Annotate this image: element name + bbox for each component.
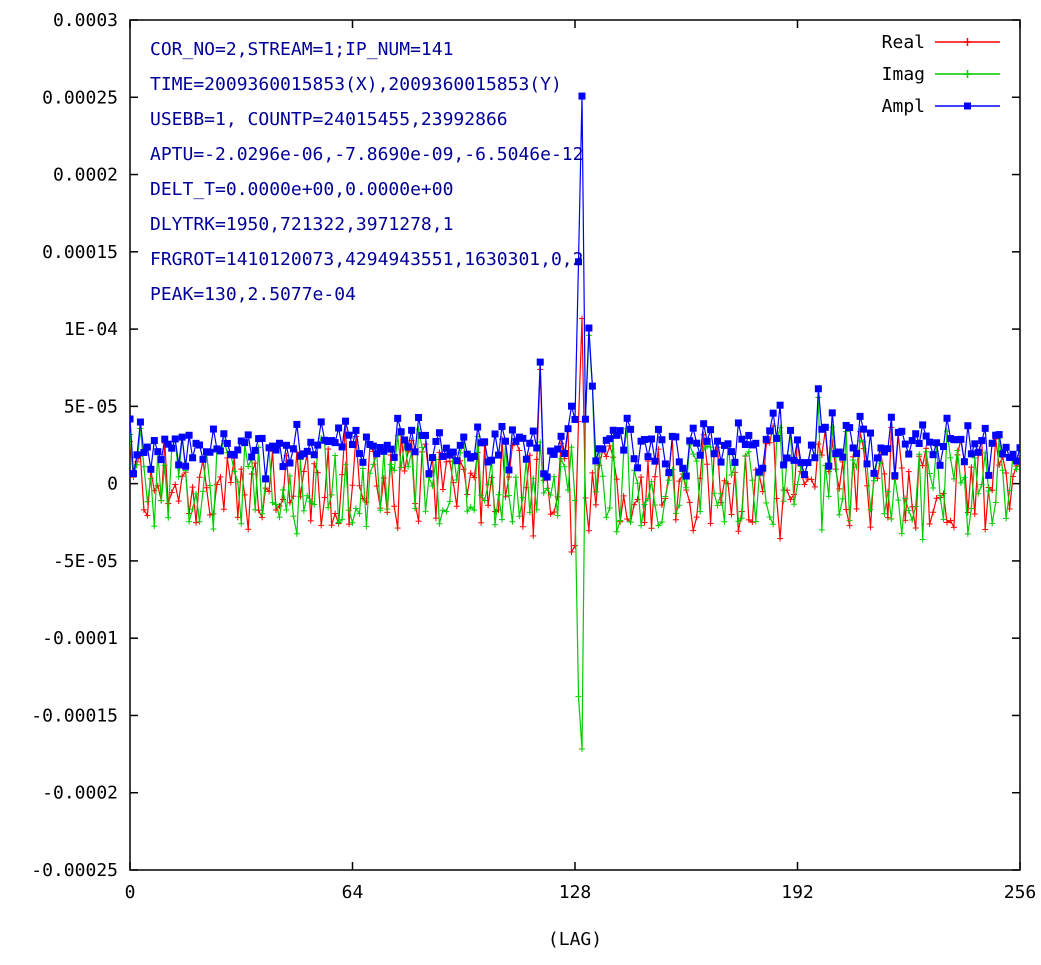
info-line: USEBB=1, COUNTP=24015455,23992866	[150, 109, 508, 130]
info-line: APTU=-2.0296e-06,-7.8690e-09,-6.5046e-12	[150, 144, 583, 165]
info-line: DLYTRK=1950,721322,3971278,1	[150, 214, 453, 235]
y-tick-label: -0.00015	[31, 705, 118, 726]
legend-label: Imag	[882, 64, 925, 85]
y-tick-label: 0.00025	[42, 87, 118, 108]
x-tick-label: 0	[125, 882, 136, 903]
y-tick-label: 0	[107, 474, 118, 495]
x-tick-label: 192	[781, 882, 814, 903]
y-tick-label: -5E-05	[53, 551, 118, 572]
y-tick-label: -0.0002	[42, 783, 118, 804]
y-tick-label: 0.00015	[42, 242, 118, 263]
chart-container: -0.00025 -0.0002 -0.00015 -0.0001 -5E-05 0 5E-…	[0, 0, 1041, 965]
info-line: PEAK=130,2.5077e-04	[150, 284, 356, 305]
correlator-lag-chart: -0.00025 -0.0002 -0.00015 -0.0001 -5E-05 0 5E-…	[0, 0, 1041, 965]
legend-label: Real	[882, 32, 925, 53]
y-tick-label: -0.0001	[42, 628, 118, 649]
y-tick-label: -0.00025	[31, 860, 118, 881]
y-tick-label: 5E-05	[64, 396, 118, 417]
y-tick-label: 0.0003	[53, 10, 118, 31]
x-tick-label: 256	[1004, 882, 1037, 903]
legend-marker-icon	[964, 103, 971, 110]
y-tick-label: 0.0002	[53, 165, 118, 186]
info-line: COR_NO=2,STREAM=1;IP_NUM=141	[150, 39, 453, 60]
info-line: DELT_T=0.0000e+00,0.0000e+00	[150, 179, 453, 200]
info-line: TIME=2009360015853(X),2009360015853(Y)	[150, 74, 562, 95]
x-tick-label: 128	[559, 882, 592, 903]
x-axis-label: (LAG)	[548, 929, 602, 950]
legend-label: Ampl	[882, 96, 925, 117]
info-line: FRGROT=1410120073,4294943551,1630301,0,2	[150, 249, 583, 270]
y-tick-label: 1E-04	[64, 319, 118, 340]
x-tick-label: 64	[342, 882, 364, 903]
